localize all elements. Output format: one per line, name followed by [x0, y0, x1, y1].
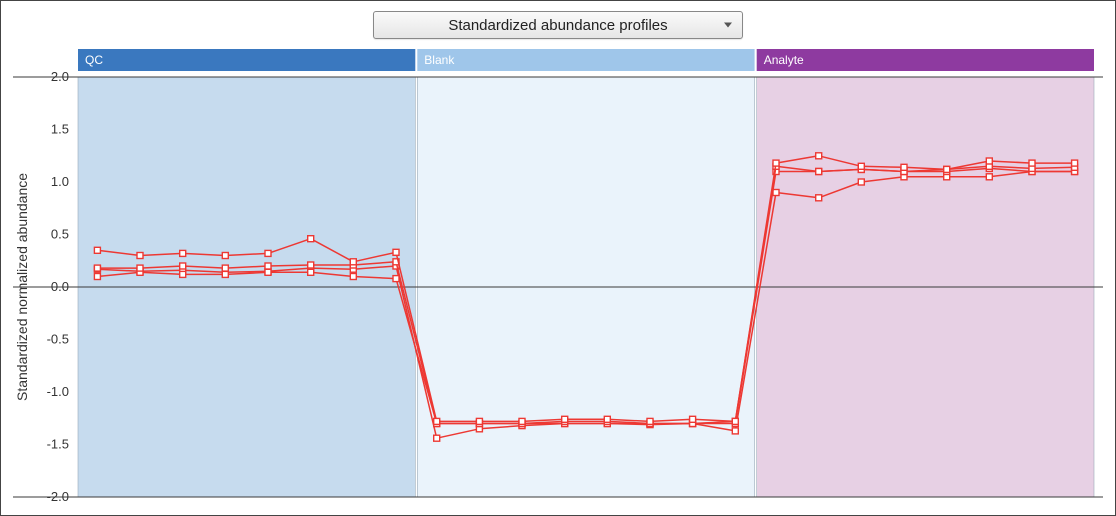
svg-text:-1.0: -1.0: [47, 384, 69, 399]
svg-text:-1.5: -1.5: [47, 437, 69, 452]
svg-text:0.0: 0.0: [51, 279, 69, 294]
chart-panel: Standardized abundance profiles -2.0 -1.5…: [0, 0, 1116, 516]
svg-text:QC: QC: [85, 53, 103, 67]
svg-text:Analyte: Analyte: [764, 53, 804, 67]
dropdown-label: Standardized abundance profiles: [448, 17, 667, 34]
chevron-down-icon: [724, 23, 732, 28]
svg-text:1.5: 1.5: [51, 122, 69, 137]
profile-type-dropdown[interactable]: Standardized abundance profiles: [373, 11, 743, 39]
abundance-profile-chart: -2.0 -1.5 -1.0 -0.5 0.0 0.5 1.0 1.5 2.0 Standardi…: [13, 49, 1103, 503]
svg-text:2.0: 2.0: [51, 69, 69, 84]
svg-text:-0.5: -0.5: [47, 332, 69, 347]
svg-text:0.5: 0.5: [51, 227, 69, 242]
svg-text:Blank: Blank: [424, 53, 455, 67]
chart-area: -2.0 -1.5 -1.0 -0.5 0.0 0.5 1.0 1.5 2.0 Standardi…: [13, 49, 1103, 503]
svg-text:-2.0: -2.0: [47, 489, 69, 503]
svg-text:1.0: 1.0: [51, 174, 69, 189]
svg-text:Standardized normalized abunda: Standardized normalized abundance: [14, 173, 30, 401]
